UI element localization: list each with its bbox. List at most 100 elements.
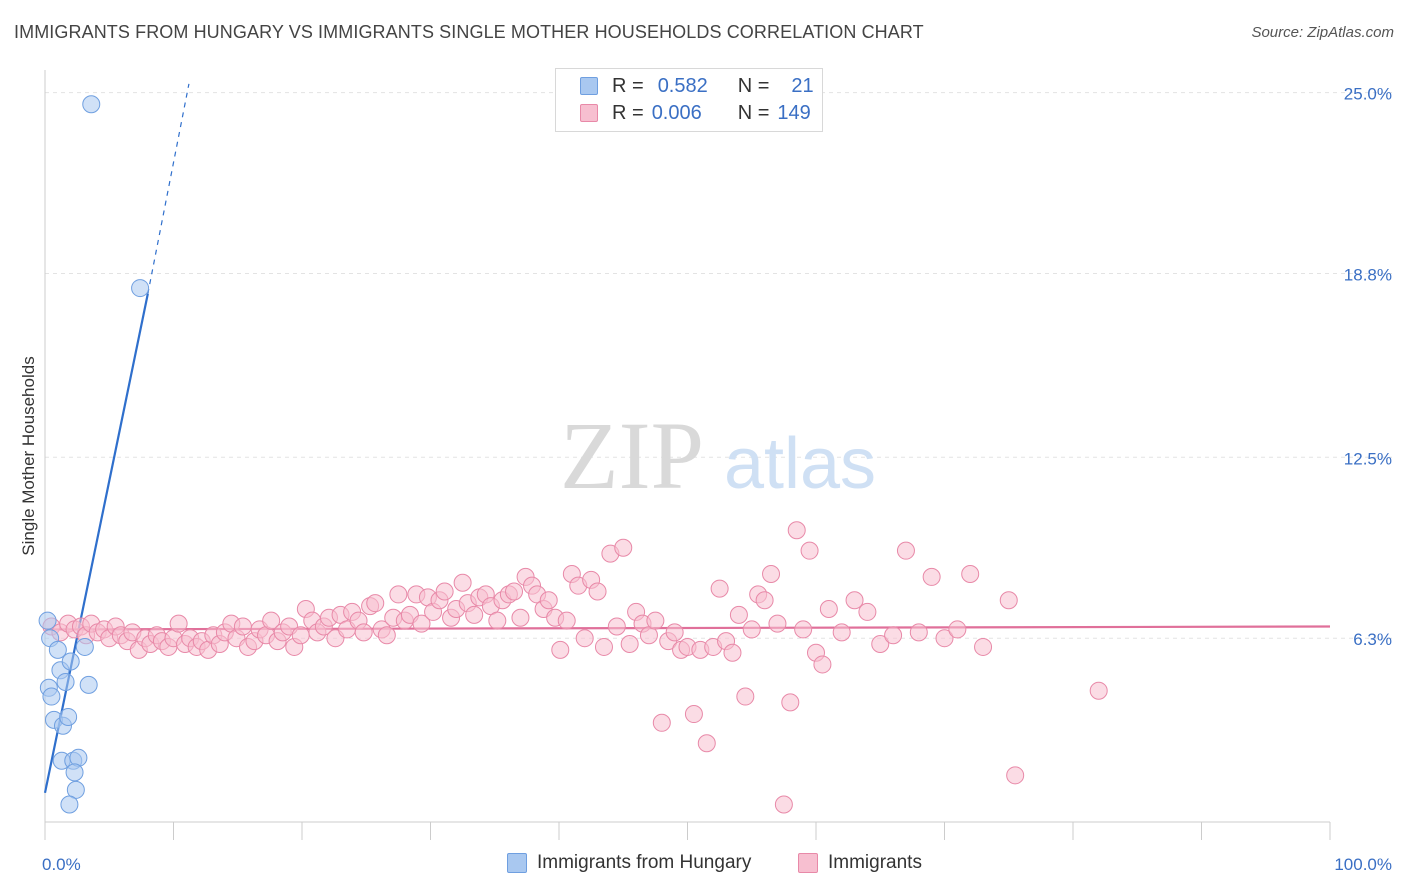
bottom-legend-label: Immigrants from Hungary bbox=[537, 852, 752, 873]
immigrants-point bbox=[729, 605, 748, 624]
tick-labels: 6.3% 12.5% 18.8% 25.0% 0.0% 100.0% bbox=[42, 85, 1392, 874]
hungary-point bbox=[56, 672, 75, 691]
immigrants-point bbox=[684, 705, 703, 724]
immigrants-point bbox=[871, 635, 890, 654]
bottom-legend-label: Immigrants bbox=[828, 852, 922, 873]
immigrants-point bbox=[366, 594, 385, 613]
immigrants-point bbox=[762, 565, 781, 583]
y-tick-label: 6.3% bbox=[1353, 630, 1392, 649]
chart-title: IMMIGRANTS FROM HUNGARY VS IMMIGRANTS SI… bbox=[14, 22, 924, 42]
immigrants-point bbox=[233, 617, 252, 636]
immigrants-point bbox=[884, 626, 903, 645]
hungary-point bbox=[38, 611, 57, 630]
x-tick-label: 0.0% bbox=[42, 855, 81, 874]
legend-row-immigrants: R = 0.006 N = 149 bbox=[580, 101, 811, 125]
y-tick-label: 12.5% bbox=[1344, 449, 1392, 468]
immigrants-point bbox=[465, 605, 484, 624]
r-value: 0.006 bbox=[651, 101, 702, 124]
immigrants-point bbox=[614, 538, 633, 557]
immigrants-point bbox=[511, 608, 530, 627]
watermark-atlas: atlas bbox=[724, 424, 876, 504]
immigrants-point bbox=[974, 637, 993, 656]
bottom-legend-immigrants: Immigrants bbox=[798, 852, 922, 874]
bottom-swatch-hungary bbox=[507, 853, 527, 873]
immigrants-point bbox=[742, 620, 761, 639]
bottom-legend-hungary: Immigrants from Hungary bbox=[507, 852, 751, 874]
axes bbox=[44, 70, 1331, 840]
immigrants-point bbox=[488, 611, 507, 630]
r-label: R = bbox=[612, 74, 644, 97]
hungary-point bbox=[61, 652, 80, 671]
immigrants-point bbox=[800, 541, 819, 560]
immigrants-point bbox=[594, 637, 613, 656]
immigrants-point bbox=[723, 643, 742, 662]
immigrants-point bbox=[736, 687, 755, 706]
immigrants-point bbox=[909, 623, 928, 642]
immigrants-point bbox=[262, 611, 281, 630]
correlation-legend: R = 0.582 N = 21 R = 0.006 N = 149 bbox=[555, 68, 823, 132]
immigrants-point bbox=[781, 693, 800, 712]
immigrants-point bbox=[787, 521, 806, 540]
data-points bbox=[38, 95, 1108, 814]
immigrants-point bbox=[774, 795, 793, 814]
hungary-point bbox=[42, 687, 61, 706]
n-value: 149 bbox=[777, 101, 811, 124]
immigrants-point bbox=[961, 565, 980, 583]
immigrants-point bbox=[291, 626, 310, 645]
immigrants-point bbox=[607, 617, 626, 636]
hungary-point bbox=[82, 95, 101, 114]
legend-swatch-hungary bbox=[580, 77, 598, 95]
immigrants-point bbox=[710, 579, 729, 598]
hungary-point bbox=[75, 637, 94, 656]
grid-lines bbox=[45, 92, 1392, 639]
immigrants-point bbox=[646, 611, 665, 630]
immigrants-point bbox=[539, 591, 558, 610]
y-tick-label: 18.8% bbox=[1344, 265, 1392, 284]
y-tick-label: 25.0% bbox=[1344, 85, 1392, 104]
hungary-point bbox=[65, 763, 84, 782]
legend-swatch-immigrants bbox=[580, 104, 598, 122]
immigrants-point bbox=[665, 623, 684, 642]
immigrants-point bbox=[389, 585, 408, 604]
immigrants-point bbox=[1089, 681, 1108, 700]
hungary-trend-line bbox=[43, 293, 149, 794]
immigrants-point bbox=[169, 614, 188, 633]
source-credit: Source: ZipAtlas.com bbox=[1251, 24, 1394, 41]
immigrants-point bbox=[652, 713, 671, 732]
immigrants-point bbox=[845, 591, 864, 610]
immigrants-point bbox=[412, 614, 431, 633]
immigrants-point bbox=[755, 591, 774, 610]
immigrants-point bbox=[1006, 766, 1025, 785]
immigrants-point bbox=[697, 734, 716, 753]
immigrants-point bbox=[935, 629, 954, 648]
immigrants-point bbox=[354, 623, 373, 642]
x-tick-label: 100.0% bbox=[1334, 855, 1392, 874]
immigrants-point bbox=[794, 620, 813, 639]
hungary-point bbox=[48, 640, 67, 659]
watermark: ZIP atlas bbox=[560, 402, 876, 509]
immigrants-point bbox=[505, 582, 524, 601]
immigrants-point bbox=[999, 591, 1018, 610]
immigrants-point bbox=[768, 614, 787, 633]
watermark-zip: ZIP bbox=[560, 402, 704, 509]
n-label: N = bbox=[737, 74, 770, 97]
immigrants-point bbox=[551, 640, 570, 659]
r-value: 0.582 bbox=[657, 74, 708, 97]
immigrants-point bbox=[435, 582, 454, 601]
n-label: N = bbox=[737, 101, 770, 124]
immigrants-point bbox=[813, 655, 832, 674]
immigrants-point bbox=[858, 602, 877, 621]
immigrants-point bbox=[575, 629, 594, 648]
immigrants-point bbox=[620, 635, 639, 654]
hungary-point bbox=[59, 707, 78, 726]
immigrants-point bbox=[896, 541, 915, 560]
immigrants-point bbox=[832, 623, 851, 642]
immigrants-point bbox=[453, 573, 472, 592]
y-axis-label: Single Mother Households bbox=[19, 356, 38, 555]
hungary-point bbox=[131, 279, 150, 298]
immigrants-point bbox=[377, 626, 396, 645]
immigrants-point bbox=[948, 620, 967, 639]
immigrants-point bbox=[819, 600, 838, 619]
bottom-swatch-immigrants bbox=[798, 853, 818, 873]
